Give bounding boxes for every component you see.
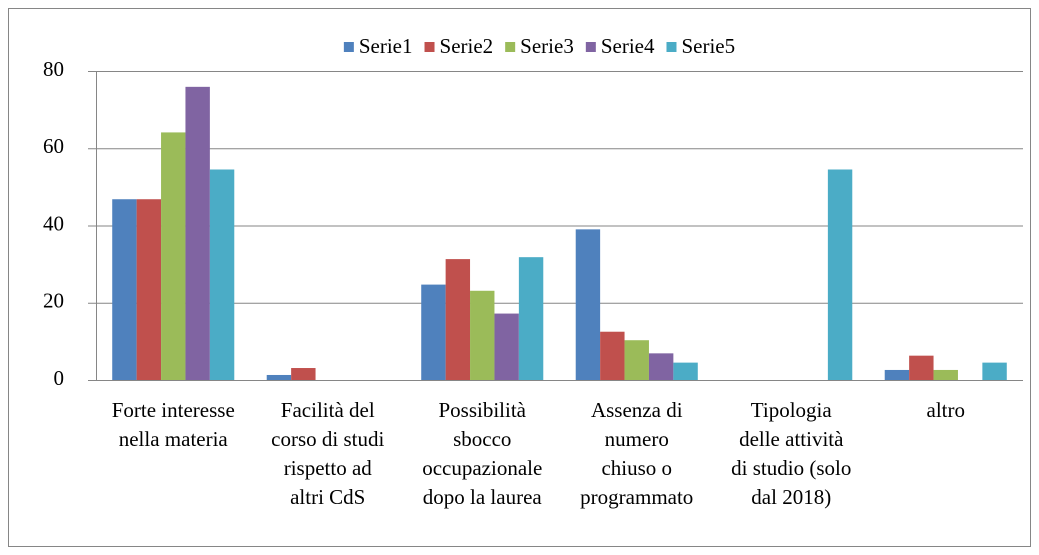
bar <box>933 369 958 380</box>
bar <box>624 340 649 380</box>
legend-swatch <box>343 42 354 52</box>
x-tick-label: sbocco <box>453 427 511 451</box>
legend-label: Serie1 <box>359 34 413 58</box>
bar <box>421 284 446 380</box>
legend-label: Serie3 <box>520 34 574 58</box>
bar <box>112 199 137 380</box>
x-tick-label: occupazionale <box>422 456 542 480</box>
x-tick-label: nella materia <box>119 427 229 451</box>
bar <box>266 374 292 380</box>
x-tick-label: Facilità del <box>281 398 375 422</box>
bar <box>291 368 316 380</box>
x-tick-label: Assenza di <box>591 398 683 422</box>
legend-swatch <box>505 42 516 52</box>
legend-label: Serie4 <box>601 34 655 58</box>
x-tick-label: Possibilità <box>438 398 526 422</box>
bar <box>185 86 210 381</box>
legend-swatch <box>666 42 677 52</box>
bar <box>136 199 162 380</box>
bar <box>600 331 625 380</box>
x-tick-label: Forte interesse <box>112 398 235 422</box>
legend-swatch <box>585 42 596 52</box>
bar <box>827 169 853 380</box>
x-tick-label: dopo la laurea <box>423 485 543 509</box>
bar <box>445 259 471 380</box>
x-tick-label: numero <box>605 427 669 451</box>
x-tick-label: chiuso o <box>601 456 672 480</box>
y-tick-label: 60 <box>43 134 64 158</box>
x-tick-label: corso di studi <box>271 427 384 451</box>
y-tick-label: 80 <box>43 57 64 81</box>
legend-swatch <box>424 42 435 52</box>
bar <box>884 369 910 380</box>
bar <box>673 362 698 380</box>
y-tick-label: 0 <box>54 366 65 390</box>
bar <box>209 169 235 380</box>
x-tick-label: altro <box>927 398 965 422</box>
x-tick-label: di studio (solo <box>731 456 851 480</box>
x-tick-label: rispetto ad <box>284 456 373 480</box>
y-tick-label: 20 <box>43 289 64 313</box>
bar <box>161 132 186 380</box>
bar <box>575 229 601 380</box>
x-tick-label: altri CdS <box>290 485 365 509</box>
bar <box>518 257 544 380</box>
legend-label: Serie5 <box>681 34 735 58</box>
legend-label: Serie2 <box>440 34 494 58</box>
bar <box>648 353 674 380</box>
bar <box>470 290 495 380</box>
bar <box>909 355 934 380</box>
x-tick-label: delle attività <box>739 427 844 451</box>
x-tick-label: Tipologia <box>751 398 833 422</box>
y-tick-label: 40 <box>43 211 64 235</box>
x-tick-label: programmato <box>580 485 693 509</box>
bar <box>982 362 1007 380</box>
bar <box>494 313 519 380</box>
x-tick-label: dal 2018) <box>751 485 831 509</box>
